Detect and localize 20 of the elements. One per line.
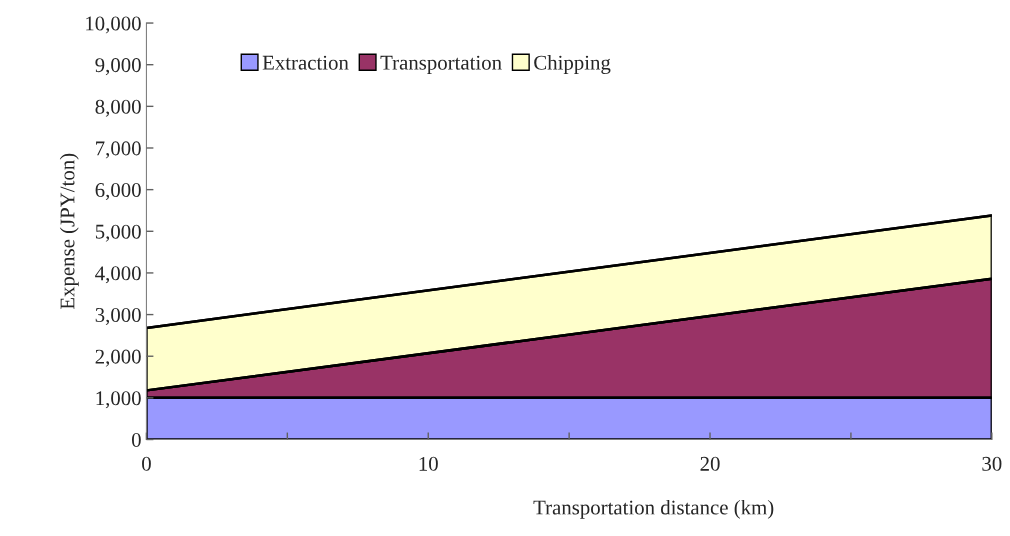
x-tick-label: 20 [700,456,720,471]
legend-label: Transportation [380,55,502,74]
y-axis-title: Expense (JPY/ton) [59,153,79,310]
y-tick-label: 1,000 [96,391,141,409]
legend-label: Extraction [262,55,349,70]
legend-label: Chipping [534,55,611,74]
x-axis-title: Transportation distance (km) [533,499,774,519]
y-tick-label: 3,000 [95,307,141,326]
y-tick-label: 2,000 [95,349,141,367]
x-tick-label: 10 [419,456,438,471]
y-tick-label: 6,000 [95,183,141,201]
y-tick-label: 0 [131,432,141,447]
y-tick-label: 9,000 [95,58,141,76]
x-tick-label: 0 [142,456,151,471]
y-tick-label: 10,000 [86,16,141,34]
y-tick-label: 7,000 [96,141,141,159]
y-tick-label: 4,000 [95,266,141,284]
x-tick-label: 30 [982,456,1002,471]
y-tick-label: 5,000 [95,224,141,242]
y-tick-label: 8,000 [95,99,141,117]
